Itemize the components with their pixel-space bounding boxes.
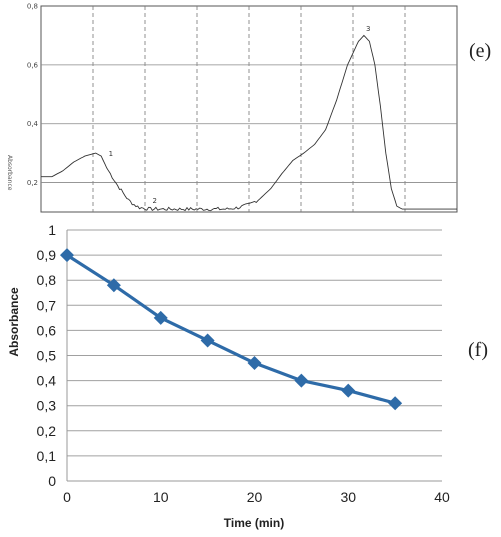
absorbance-data-point <box>341 383 356 398</box>
chromatogram-y-ticks: 0,2 0,4 0,6 0,8 <box>27 3 39 188</box>
absorbance-data-point <box>388 396 403 411</box>
absorbance-y-tick: 0,7 <box>37 297 57 313</box>
absorbance-data-point <box>153 310 168 325</box>
chromatogram-peak-label: 3 <box>366 25 370 33</box>
absorbance-x-tick: 0 <box>63 489 71 505</box>
absorbance-y-tick: 1 <box>48 222 56 238</box>
panel-label-e: (e) <box>469 40 491 62</box>
absorbance-time-panel: 00,10,20,30,40,50,60,70,80,91 0 10 20 30 40 … <box>7 222 450 530</box>
absorbance-y-tick: 0,8 <box>37 272 57 288</box>
absorbance-x-ticks: 0 10 20 30 40 <box>63 489 450 505</box>
absorbance-data-point <box>106 278 121 293</box>
absorbance-y-ticks: 0 0,1 0,2 0,3 0,4 0,5 0,6 0,7 0,8 0,9 1 <box>37 222 57 489</box>
absorbance-x-tick: 30 <box>340 489 356 505</box>
chromatogram-peak-label: 2 <box>152 197 156 205</box>
absorbance-data-point <box>294 373 309 388</box>
chromatogram-y-tick: 0,8 <box>27 3 38 11</box>
chromatogram-panel: 0,2 0,4 0,6 0,8 Absorbance 1 2 3 <box>6 3 458 213</box>
absorbance-series-line <box>66 253 396 405</box>
absorbance-data-point <box>200 333 215 348</box>
absorbance-series-markers <box>60 248 403 411</box>
absorbance-y-tick: 0,1 <box>37 448 57 464</box>
chromatogram-peak-label: 1 <box>109 150 113 158</box>
chromatogram-y-tick: 0,6 <box>27 61 39 69</box>
chromatogram-y-axis-label: Absorbance <box>6 155 13 191</box>
absorbance-data-point <box>247 356 262 371</box>
absorbance-data-point <box>60 248 74 263</box>
absorbance-y-tick: 0,3 <box>37 398 57 414</box>
y-axis-title: Absorbance <box>7 287 21 357</box>
absorbance-y-tick: 0 <box>48 473 56 489</box>
absorbance-grid <box>66 229 442 482</box>
chromatogram-y-tick: 0,2 <box>27 179 38 187</box>
chromatogram-peak-labels: 1 2 3 <box>109 25 371 205</box>
absorbance-y-tick: 0,2 <box>37 423 57 439</box>
absorbance-y-tick: 0,9 <box>37 247 57 263</box>
chromatogram-grid <box>41 6 457 212</box>
absorbance-y-tick: 0,6 <box>37 322 57 338</box>
chromatogram-y-tick: 0,4 <box>27 120 39 128</box>
absorbance-x-tick: 40 <box>434 489 450 505</box>
absorbance-y-tick: 0,4 <box>37 373 57 389</box>
chromatogram-trace <box>41 34 457 212</box>
absorbance-x-tick: 10 <box>153 489 169 505</box>
x-axis-title: Time (min) <box>224 516 284 530</box>
absorbance-y-tick: 0,5 <box>37 348 57 364</box>
absorbance-x-tick: 20 <box>247 489 263 505</box>
panel-label-f: (f) <box>468 339 488 361</box>
